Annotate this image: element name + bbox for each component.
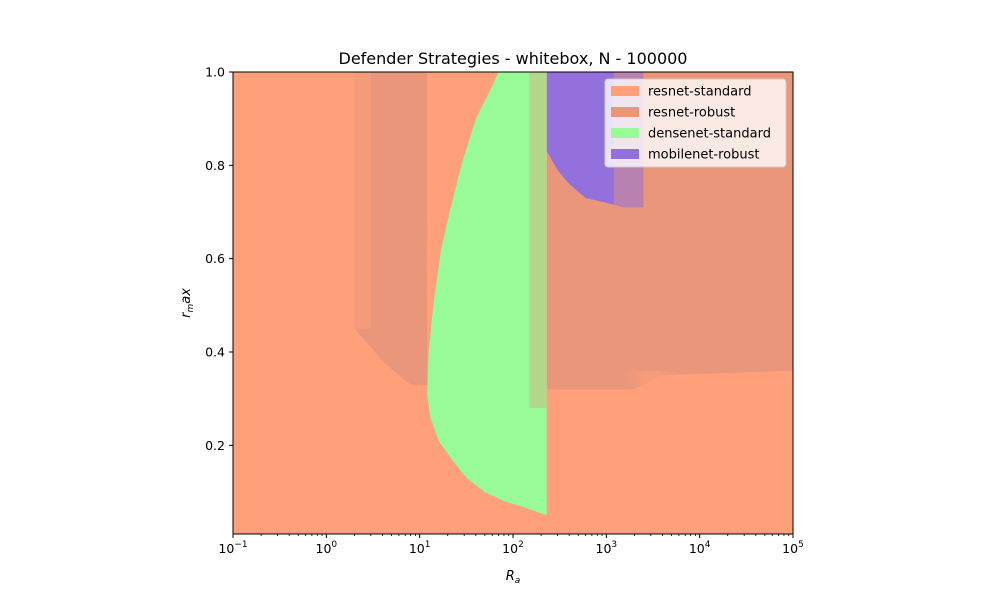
legend-swatch-resnet-standard — [611, 86, 639, 96]
x-tick-label: 102 — [502, 540, 524, 556]
x-tick-label: 104 — [689, 540, 711, 556]
legend-label-resnet-robust: resnet-robust — [648, 106, 735, 121]
legend-label-mobilenet-robust: mobilenet-robust — [648, 148, 760, 163]
region-resnet-robust-left — [354, 72, 428, 385]
legend-box — [604, 78, 787, 168]
legend: resnet-standard resnet-robust densenet-sta… — [604, 78, 787, 168]
y-tick-label: 0.2 — [205, 438, 225, 453]
y-tick-label: 0.4 — [205, 345, 225, 360]
x-axis-label: Ra — [506, 569, 521, 586]
legend-swatch-resnet-robust — [611, 107, 639, 117]
legend-swatch-mobilenet-robust — [611, 149, 639, 159]
x-tick-label: 103 — [596, 540, 618, 556]
x-tick-label: 100 — [316, 540, 338, 556]
legend-label-densenet-standard: densenet-standard — [648, 127, 771, 142]
region-densenet-standard — [427, 72, 547, 516]
region-band-edge — [622, 370, 679, 390]
region-densenet-transition — [529, 72, 547, 408]
region-resnet-robust-fade — [354, 72, 371, 329]
legend-label-resnet-standard: resnet-standard — [648, 85, 752, 100]
y-tick-label: 0.6 — [205, 251, 225, 266]
y-axis: 0.2 0.4 0.6 0.8 1.0 — [205, 65, 233, 453]
legend-swatch-densenet-standard — [611, 128, 639, 138]
x-tick-label: 105 — [782, 540, 804, 556]
chart-title: Defender Strategies - whitebox, N - 1000… — [339, 49, 688, 68]
y-tick-label: 1.0 — [205, 65, 225, 80]
x-axis: 10−1 100 101 102 103 104 105 — [218, 534, 804, 556]
y-tick-label: 0.8 — [205, 158, 225, 173]
x-tick-label: 101 — [409, 540, 431, 556]
y-axis-label: rmax — [179, 288, 196, 318]
x-tick-label: 10−1 — [218, 540, 247, 556]
